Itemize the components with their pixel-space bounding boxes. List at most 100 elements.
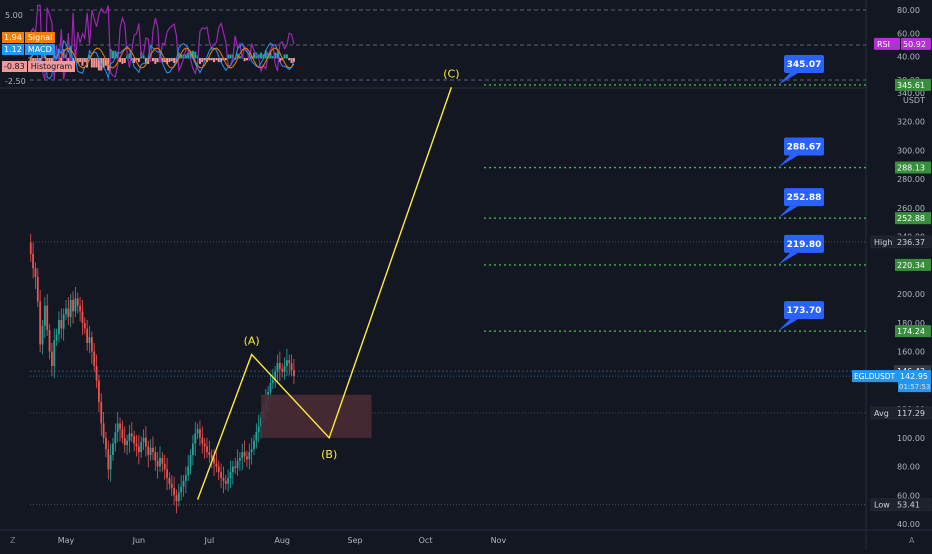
macd-histogram-bar [215, 58, 218, 61]
candle-body [149, 447, 152, 456]
candle-body [161, 457, 164, 464]
candle-body [248, 452, 251, 460]
x-tick-label-sep: Sep [348, 536, 363, 545]
candle-body [32, 253, 34, 269]
target-axis-badge [895, 325, 931, 338]
target-callout-0[interactable] [784, 54, 824, 73]
macd-histogram-bar [248, 53, 251, 59]
marker-value: 53.41 [897, 501, 920, 510]
wave-label-b[interactable]: (B) [321, 448, 337, 461]
macd-histogram-bar [257, 54, 260, 59]
macd-histogram-bar [83, 58, 86, 63]
countdown-value: 01:57:53 [899, 383, 930, 391]
candle-body [135, 443, 138, 447]
candle-body [196, 429, 199, 434]
candle-body [278, 363, 281, 369]
macd-histogram-bar [180, 54, 183, 59]
macd-histogram-bar [245, 58, 248, 61]
candle-body [276, 363, 279, 372]
candle-body [159, 457, 161, 467]
target-callout-1[interactable] [784, 137, 824, 156]
macd-histogram-bar [253, 52, 255, 59]
macd-histogram-bar [137, 58, 140, 63]
legend-signal[interactable]: 1.94 Signal [2, 32, 56, 43]
legend-histogram[interactable]: -0.83 Histogram [2, 61, 76, 72]
price-tick-label: 80.00 [897, 463, 920, 472]
candle-body [105, 437, 107, 450]
candle-body [114, 432, 117, 444]
timezone-icon[interactable]: Z [10, 536, 16, 545]
macd-histogram-bar [220, 58, 223, 63]
candle-body [123, 437, 126, 445]
signal-line[interactable] [27, 47, 295, 69]
candle-body [69, 299, 72, 318]
target-zone-box[interactable] [261, 394, 372, 438]
candle-body [41, 325, 44, 345]
candle-body [55, 334, 58, 341]
macd-histogram-bar [271, 56, 274, 59]
macd-histogram-bar [67, 58, 70, 64]
auto-scale-button[interactable]: A [909, 536, 915, 545]
macd-histogram-bar [81, 58, 84, 66]
candle-body [79, 305, 81, 312]
candle-body [102, 423, 105, 438]
candle-body [130, 433, 133, 437]
candle-body [107, 449, 110, 470]
legend-macd[interactable]: 1.12 MACD [2, 44, 55, 55]
candle-body [51, 351, 53, 366]
marker-badge-low [870, 498, 932, 512]
macd-histogram-bar [69, 47, 72, 59]
candle-body [145, 437, 147, 447]
macd-histogram-bar [112, 50, 114, 59]
candle-body [128, 433, 131, 441]
macd-histogram-bar [121, 58, 124, 64]
macd-histogram-bar [60, 58, 63, 64]
rsi-tick-label: 60.00 [897, 29, 920, 38]
candle-body [109, 455, 112, 470]
target-callout-3[interactable] [784, 234, 824, 253]
macd-histogram-bar [76, 58, 79, 63]
candle-body [229, 472, 232, 479]
candle-body [173, 488, 175, 496]
symbol-badge [852, 370, 898, 383]
macd-line[interactable] [28, 39, 295, 80]
candle-body [53, 340, 56, 366]
macd-histogram-bar [93, 58, 96, 68]
candle-body [142, 437, 145, 443]
macd-histogram-bar [62, 49, 65, 59]
candle-body [93, 351, 96, 366]
candle-body [163, 463, 166, 470]
candle-body [116, 423, 119, 433]
rsi-value-badge [901, 37, 931, 50]
price-tick-label: 280.00 [897, 175, 925, 184]
macd-histogram-bar [227, 54, 230, 59]
wave-label-a[interactable]: (A) [244, 334, 260, 347]
macd-histogram-bar [208, 58, 211, 61]
wave-label-c[interactable]: (C) [443, 67, 459, 80]
candle-body [201, 437, 204, 444]
candle-body [213, 457, 215, 464]
price-tick-label: 300.00 [897, 146, 925, 155]
price-tick-label: 260.00 [897, 204, 925, 213]
price-tick-label: 200.00 [897, 290, 925, 299]
candle-body [281, 368, 284, 372]
candle-body [290, 363, 293, 371]
candle-body [86, 328, 89, 343]
target-callout-2[interactable] [784, 188, 824, 207]
candle-body [147, 446, 150, 456]
candle-body [269, 383, 272, 392]
macd-histogram-bar [173, 58, 176, 63]
target-callout-4[interactable] [784, 301, 824, 320]
macd-histogram-bar [116, 52, 119, 59]
candle-body [152, 447, 154, 453]
macd-histogram-bar [198, 58, 201, 64]
macd-histogram-bar [123, 58, 126, 63]
candle-body [217, 466, 220, 473]
elliott-wave-path[interactable] [196, 87, 453, 500]
target-axis-badge [895, 258, 931, 271]
target-callout-pointer [778, 72, 798, 85]
macd-histogram-bar [57, 49, 60, 59]
macd-histogram-bar [34, 58, 37, 64]
